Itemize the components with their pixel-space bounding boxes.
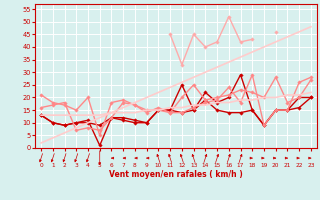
X-axis label: Vent moyen/en rafales ( km/h ): Vent moyen/en rafales ( km/h ) [109,170,243,179]
